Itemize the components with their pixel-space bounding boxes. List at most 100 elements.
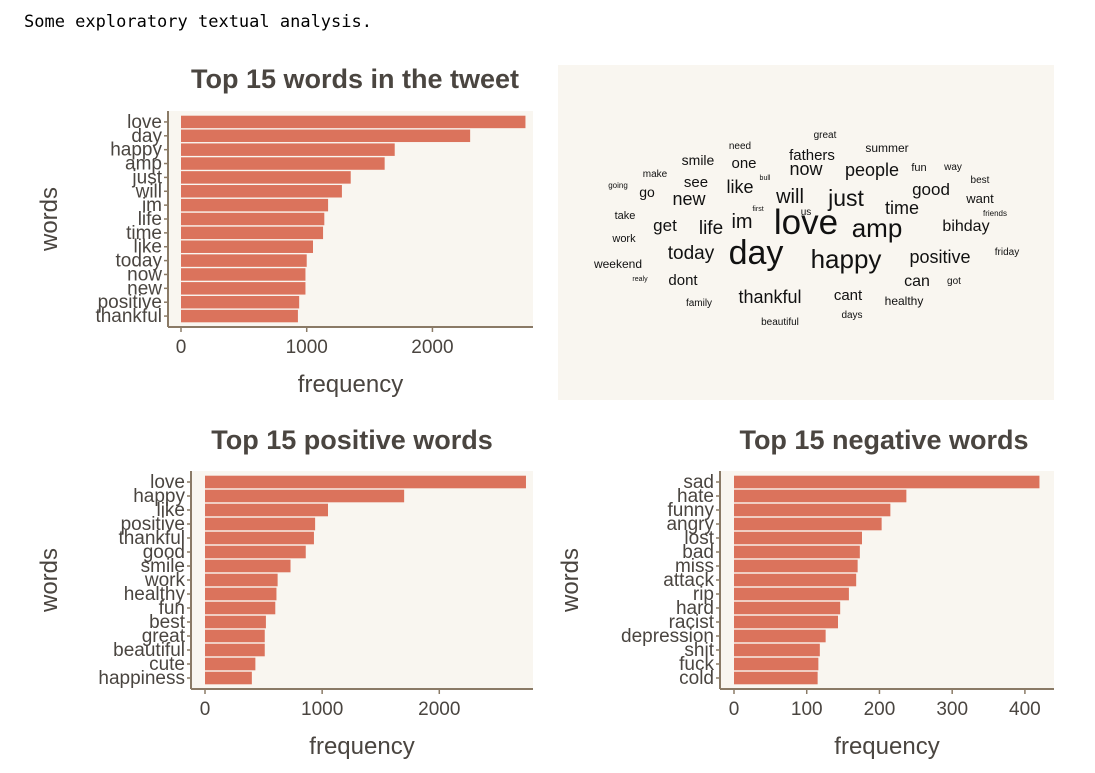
x-tick-label: 0 bbox=[176, 337, 187, 358]
chart-3: Top 15 negative words sadhatefunnyangrylo… bbox=[557, 425, 1054, 760]
y-tick-label: smile bbox=[141, 556, 185, 577]
bar-fuck bbox=[734, 657, 819, 671]
y-axis-title: words bbox=[36, 548, 63, 613]
y-tick-label: attack bbox=[663, 570, 714, 591]
cloud-word-work: work bbox=[611, 233, 636, 245]
cloud-word-going: going bbox=[608, 181, 628, 190]
y-tick-label: positive bbox=[121, 514, 185, 535]
bar-new bbox=[181, 282, 306, 295]
y-tick-label: happy bbox=[133, 486, 185, 507]
x-tick-label: 0 bbox=[200, 699, 211, 720]
x-tick-label: 1000 bbox=[286, 337, 328, 358]
y-tick-label: im bbox=[142, 195, 162, 216]
bar-day bbox=[181, 129, 471, 143]
bar-bad bbox=[734, 545, 860, 559]
y-tick-label: like bbox=[133, 237, 162, 258]
cloud-word-first: first bbox=[752, 206, 763, 213]
bar-happy bbox=[181, 143, 395, 156]
y-tick-label: lost bbox=[684, 528, 714, 549]
bar-life bbox=[181, 212, 325, 226]
chart-title: Top 15 words in the tweet bbox=[191, 64, 519, 94]
bar-thankful bbox=[205, 531, 314, 545]
y-tick-label: racist bbox=[669, 612, 715, 633]
cloud-word-great: great bbox=[814, 130, 837, 141]
x-tick-label: 300 bbox=[936, 699, 968, 720]
bar-time bbox=[181, 226, 324, 240]
cloud-word-go: go bbox=[639, 184, 655, 200]
cloud-word-family: family bbox=[686, 298, 712, 309]
intro-text: Some exploratory textual analysis. bbox=[24, 12, 372, 32]
bar-amp bbox=[181, 157, 385, 170]
cloud-word-weekend: weekend bbox=[593, 257, 642, 271]
bar-cute bbox=[205, 657, 256, 671]
cloud-word-best: best bbox=[971, 175, 990, 186]
y-tick-label: beautiful bbox=[113, 640, 185, 661]
bar-today bbox=[181, 254, 307, 267]
bar-attack bbox=[734, 573, 857, 587]
bar-positive bbox=[181, 295, 300, 309]
cloud-word-just: just bbox=[827, 185, 864, 211]
y-tick-label: rip bbox=[693, 584, 714, 605]
bar-rip bbox=[734, 587, 849, 601]
y-tick-label: hate bbox=[677, 486, 714, 507]
y-tick-label: shit bbox=[684, 640, 714, 661]
y-tick-label: good bbox=[143, 542, 185, 563]
cloud-word-bull: bull bbox=[760, 175, 771, 182]
bar-healthy bbox=[205, 587, 277, 601]
cloud-word-can: can bbox=[904, 273, 930, 290]
y-tick-label: today bbox=[116, 251, 163, 272]
cloud-word-life: life bbox=[699, 218, 723, 239]
y-tick-label: miss bbox=[675, 556, 714, 577]
y-tick-label: will bbox=[135, 181, 162, 202]
cloud-word-cant: cant bbox=[834, 287, 863, 304]
y-tick-label: positive bbox=[98, 292, 162, 313]
x-tick-label: 0 bbox=[729, 699, 740, 720]
bar-hate bbox=[734, 489, 907, 503]
y-tick-label: cute bbox=[149, 654, 185, 675]
bar-shit bbox=[734, 643, 820, 657]
cloud-word-amp: amp bbox=[852, 213, 903, 243]
cloud-word-now: now bbox=[789, 159, 823, 179]
bar-just bbox=[181, 171, 351, 184]
cloud-word-us: us bbox=[801, 207, 812, 218]
bar-best bbox=[205, 615, 266, 629]
cloud-word-days: days bbox=[841, 310, 862, 321]
y-tick-label: just bbox=[131, 167, 162, 188]
bar-hard bbox=[734, 601, 841, 615]
cloud-word-love: love bbox=[774, 203, 838, 242]
cloud-word-friday: friday bbox=[995, 247, 1019, 258]
cloud-word-beautiful: beautiful bbox=[761, 317, 799, 328]
bar-miss bbox=[734, 559, 858, 573]
chart-2: Top 15 positive words lovehappylikepositi… bbox=[36, 425, 533, 760]
cloud-word-make: make bbox=[643, 169, 668, 180]
bar-smile bbox=[205, 559, 291, 573]
y-tick-label: amp bbox=[125, 154, 162, 175]
bar-will bbox=[181, 185, 342, 198]
y-tick-label: healthy bbox=[124, 584, 186, 605]
y-tick-label: day bbox=[131, 126, 162, 147]
x-tick-label: 1000 bbox=[301, 699, 343, 720]
y-axis-title: words bbox=[36, 187, 63, 252]
x-tick-label: 100 bbox=[791, 699, 823, 720]
y-tick-label: new bbox=[127, 278, 162, 299]
y-tick-label: funny bbox=[668, 500, 715, 521]
cloud-word-realy: realy bbox=[632, 276, 648, 283]
cloud-word-good: good bbox=[912, 180, 950, 199]
cloud-word-summer: summer bbox=[865, 141, 908, 155]
cloud-word-smile: smile bbox=[682, 152, 715, 168]
cloud-word-fathers: fathers bbox=[789, 147, 835, 164]
cloud-word-healthy: healthy bbox=[885, 294, 924, 308]
cloud-word-fun: fun bbox=[911, 162, 926, 174]
x-tick-label: 2000 bbox=[418, 699, 460, 720]
y-tick-label: life bbox=[138, 209, 162, 230]
bar-lost bbox=[734, 531, 862, 545]
cloud-word-way: way bbox=[943, 162, 962, 173]
y-tick-label: love bbox=[127, 112, 162, 133]
y-tick-label: sad bbox=[683, 472, 714, 493]
cloud-word-see: see bbox=[684, 174, 708, 191]
cloud-word-people: people bbox=[845, 160, 899, 180]
bar-like bbox=[205, 503, 328, 517]
y-axis-title: words bbox=[557, 548, 584, 613]
